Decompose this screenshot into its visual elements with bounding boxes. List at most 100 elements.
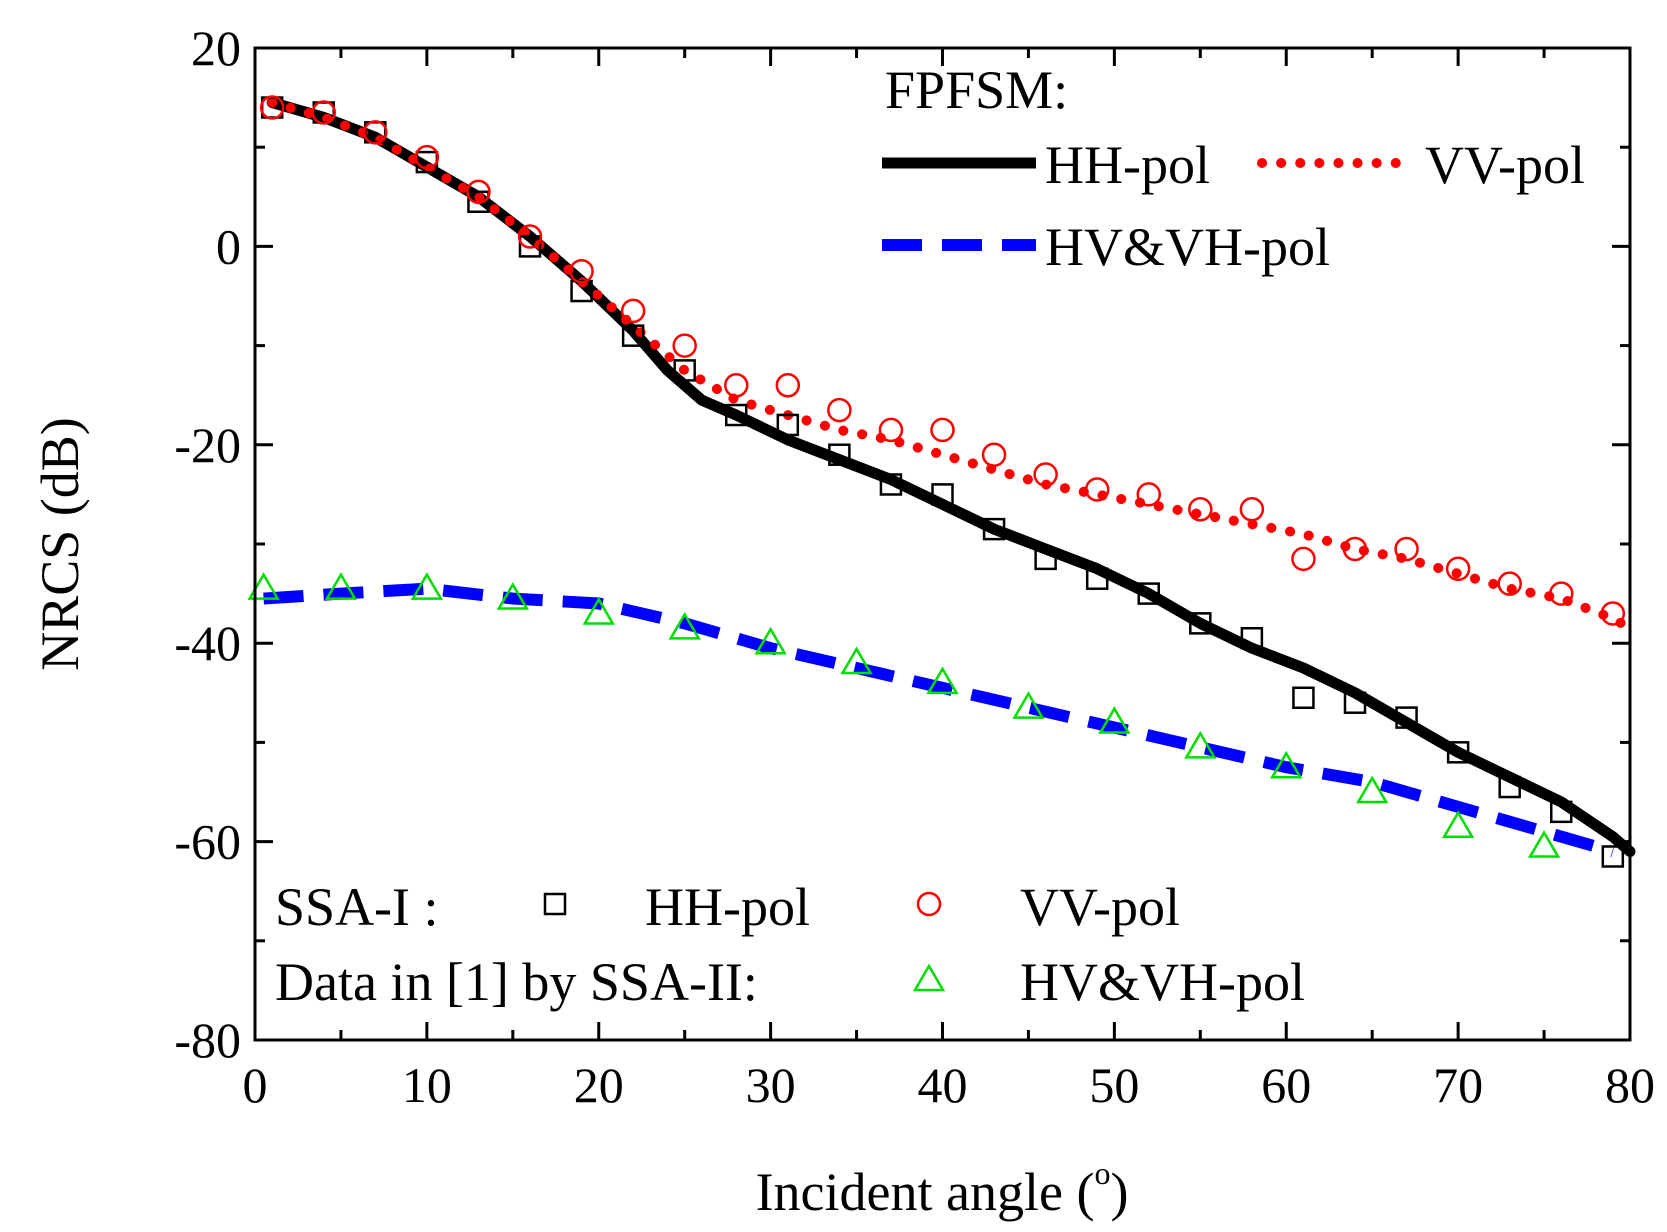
ssa-vv-circle-point xyxy=(1084,477,1110,502)
x-axis-title-close: ) xyxy=(1110,1162,1128,1222)
ssa-hh-square-point xyxy=(1343,691,1367,714)
legend-data-hv-label: HV&VH-pol xyxy=(1020,952,1305,1012)
series-layer xyxy=(247,95,1636,868)
ssa-hh-square-point xyxy=(518,235,542,258)
x-tick-label: 50 xyxy=(1089,1057,1139,1113)
ssa-hh-square-point xyxy=(982,517,1006,541)
ssa-vv-circle-point xyxy=(672,333,697,358)
y-tick-label: -80 xyxy=(174,1012,241,1068)
legend-top-title: FPFSM: xyxy=(885,60,1068,120)
ssa-vv-circle-point xyxy=(1291,546,1316,572)
ssa-hh-square-point xyxy=(776,413,800,437)
legend-hv-label: HV&VH-pol xyxy=(1045,217,1330,277)
x-tick-label: 0 xyxy=(243,1057,268,1113)
ssa-vv-circle-point xyxy=(1136,482,1161,507)
ssa2-hv-triangle-point xyxy=(926,666,959,695)
ssa-hh-square-point xyxy=(725,403,748,427)
x-tick-label: 20 xyxy=(574,1057,624,1113)
ssa2-hv-triangle-point xyxy=(324,572,358,600)
ssa-vv-circle-point xyxy=(878,417,904,443)
ssa-vv-circle-point xyxy=(259,95,285,120)
legend-circle-marker xyxy=(916,891,942,917)
ssa-hh-square-point xyxy=(1498,775,1521,799)
ssa-hh-square-point xyxy=(1034,547,1057,571)
ssa2-hv-triangle-point xyxy=(1184,730,1217,759)
legend-top: FPFSM: HH-pol VV-pol HV&VH-pol xyxy=(882,60,1585,277)
legend-bottom: SSA-I : HH-pol VV-pol Data in [1] by SSA… xyxy=(275,877,1305,1012)
ssa2-hv-triangle-point xyxy=(496,582,529,610)
ssa-vv-circle-point xyxy=(1394,536,1419,562)
ssa-vv-circle-point xyxy=(569,258,594,284)
ssa2-hv-triangle-point xyxy=(1356,775,1389,804)
ssa-vv-circle-point xyxy=(827,397,852,423)
ssa-hh-square-point xyxy=(828,443,851,466)
x-tick-label: 40 xyxy=(918,1057,968,1113)
ssa-vv-circle-point xyxy=(1497,571,1522,596)
legend-data-label: Data in [1] by SSA-II: xyxy=(275,952,758,1012)
ssa-vv-circle-point xyxy=(1600,601,1626,626)
x-axis-title-degree: o xyxy=(1094,1155,1110,1191)
ssa-vv-circle-point xyxy=(775,373,801,398)
ssa-hh-square-point xyxy=(1292,686,1315,710)
plot-frame xyxy=(253,46,1632,1042)
ssa2-hv-triangle-point xyxy=(840,646,873,675)
legend-vv-label: VV-pol xyxy=(1425,135,1585,195)
ssa2-hv-triangle-point xyxy=(1527,830,1561,858)
legend-ssa-hh-label: HH-pol xyxy=(645,877,810,937)
ssa-hh-square-point xyxy=(1601,845,1625,868)
ssa-vv-circle-point xyxy=(981,442,1007,467)
ssa2-hv-triangle-point xyxy=(410,572,444,600)
legend-square-marker xyxy=(543,892,567,916)
ssa2-hv-triangle-point xyxy=(1270,750,1303,779)
x-axis-title-main: Incident angle ( xyxy=(756,1162,1095,1222)
ssa-hh-square-point xyxy=(1189,612,1212,635)
x-tick-label: 10 xyxy=(402,1057,452,1113)
hh-pol-curve xyxy=(266,97,1636,858)
legend-hh-label: HH-pol xyxy=(1045,135,1210,195)
ssa-vv-circle-point xyxy=(1033,462,1058,487)
ssa-vv-circle-point xyxy=(620,298,646,324)
ssa-vv-circle-point xyxy=(1549,581,1574,606)
legend-ssa-vv-label: VV-pol xyxy=(1020,877,1180,937)
ssa-vv-circle-point xyxy=(517,224,543,249)
ssa-vv-circle-point xyxy=(311,100,336,125)
ssa-hh-square-point xyxy=(1550,800,1573,824)
x-tick-label: 30 xyxy=(746,1057,796,1113)
ssa2-hv-triangle-point xyxy=(668,611,701,640)
ssa-vv-circle-point xyxy=(466,179,491,205)
tick-layer: 0 10 20 30 40 50 60 70 80 -80 -60 -40 -20 0 20 xyxy=(174,20,1655,1113)
legend-ssa-label: SSA-I : xyxy=(275,877,439,937)
y-tick-label: -20 xyxy=(174,417,241,473)
ssa-hh-square-point xyxy=(1085,567,1109,590)
x-tick-label: 80 xyxy=(1605,1057,1655,1113)
ssa-hh-square-point xyxy=(1395,706,1418,729)
x-axis-title: Incident angle (o) xyxy=(756,1155,1129,1222)
y-tick-label: -60 xyxy=(174,814,241,870)
ssa-hh-square-point xyxy=(1446,741,1470,764)
ssa-hh-square-point xyxy=(1240,626,1264,650)
x-tick-label: 70 xyxy=(1433,1057,1483,1113)
ssa2-hv-triangle-point xyxy=(1098,706,1131,734)
ssa-vv-circle-point xyxy=(363,120,388,145)
ssa-vv-circle-point xyxy=(1188,497,1213,522)
ssa-vv-circle-point xyxy=(1342,536,1368,562)
y-tick-label: 0 xyxy=(216,218,241,274)
ssa-vv-circle-point xyxy=(724,373,749,398)
ssa-vv-circle-point xyxy=(1239,497,1265,522)
ssa-hh-square-point xyxy=(879,473,903,496)
ssa-hh-square-point xyxy=(673,359,696,382)
ssa2-hv-triangle-point xyxy=(582,596,615,625)
ssa-hh-square-point xyxy=(931,483,954,506)
legend-triangle-marker xyxy=(912,963,946,992)
ssa-hh-square-point xyxy=(621,324,645,347)
ssa-vv-circle-point xyxy=(414,144,440,170)
y-tick-label: -40 xyxy=(174,615,241,671)
ssa-hh-square-point xyxy=(1137,582,1160,605)
ssa2-hv-triangle-point xyxy=(754,626,787,655)
ssa2-hv-triangle-point xyxy=(1441,810,1475,838)
ssa-vv-circle-point xyxy=(1445,556,1471,582)
y-axis-title: NRCS (dB) xyxy=(30,417,90,671)
y-tick-label: 20 xyxy=(191,20,241,76)
x-tick-label: 60 xyxy=(1261,1057,1311,1113)
